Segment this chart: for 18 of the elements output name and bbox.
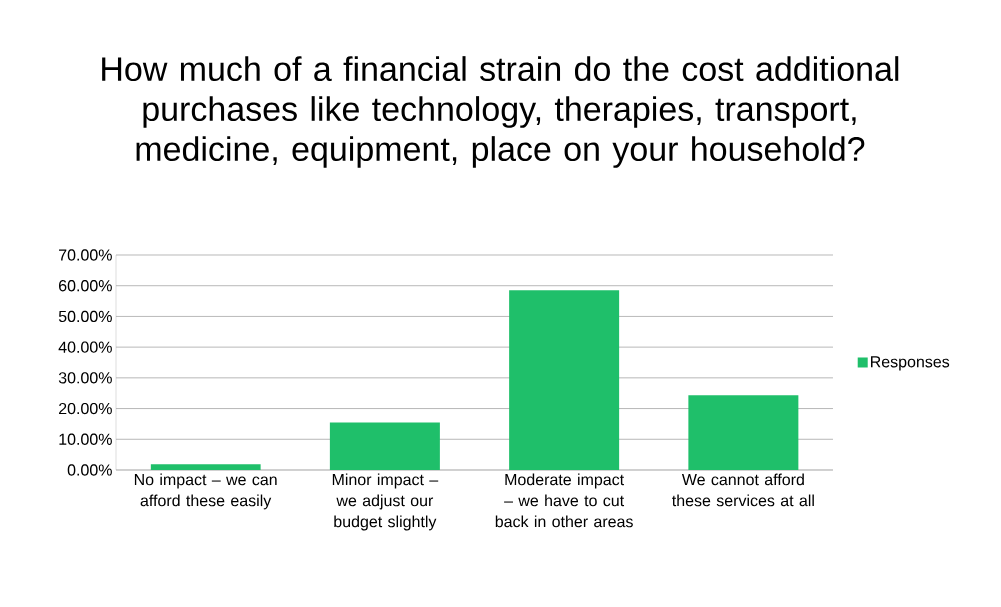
x-tick-label: Minor impact – we adjust our budget slightly (332, 473, 439, 531)
y-tick-label: 0.00% (67, 464, 112, 476)
y-tick-label: 60.00% (59, 280, 112, 292)
y-tick-label: 20.00% (59, 402, 112, 415)
chart-title: How much of a financial strain do the cost additional purchases like technology, therapies, transport, medicine, equipment, place on your household? (102, 56, 899, 168)
x-tick-label: Moderate impact – we have to cut back in other areas (495, 473, 633, 528)
legend-label: Responses (871, 356, 950, 371)
bar (688, 395, 799, 470)
y-tick-label: 10.00% (59, 433, 112, 445)
y-tick-label: 40.00% (58, 341, 112, 353)
y-tick-label: 50.00% (58, 310, 112, 323)
x-tick-label: No impact – we can afford these easily (134, 473, 277, 510)
y-tick-label: 30.00% (58, 372, 112, 384)
bar (150, 464, 261, 470)
y-tick-label: 70.00% (59, 249, 112, 261)
bar (329, 422, 440, 470)
x-tick-label: We cannot afford these services at all (672, 473, 814, 507)
bar (509, 290, 620, 470)
